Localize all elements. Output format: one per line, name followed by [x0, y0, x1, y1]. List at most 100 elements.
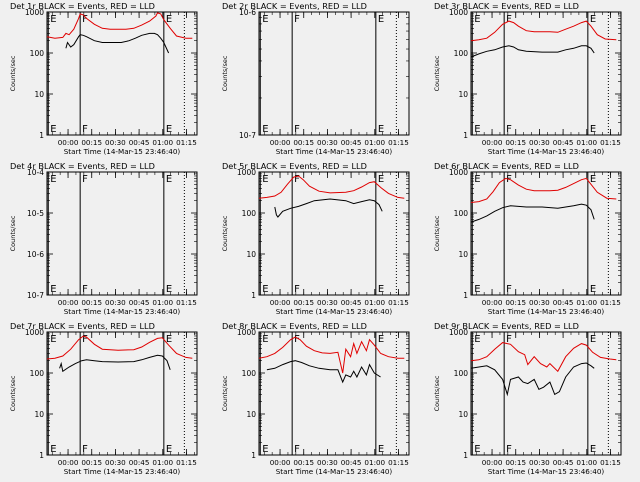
- detector-panel: Det 1r BLACK = Events, RED = LLD 1 10 100 10…: [0, 0, 212, 158]
- y-axis-title: Counts/sec: [433, 55, 441, 91]
- x-tick-label: 00:00: [58, 138, 79, 147]
- marker-label-top: F: [82, 174, 88, 185]
- plot-frame: [258, 331, 410, 456]
- y-tick-label: 1: [463, 451, 468, 460]
- plot-frame: [46, 11, 198, 136]
- marker-label-bottom: F: [294, 284, 300, 295]
- lld-series-line: [470, 342, 617, 373]
- marker-label-bottom: E: [590, 124, 596, 135]
- x-tick-label: 01:15: [600, 458, 621, 467]
- y-tick-label: 1: [463, 131, 468, 140]
- y-tick-label: 10-7: [27, 291, 44, 300]
- x-tick-label: 01:15: [176, 298, 197, 307]
- y-tick-label: 1000: [449, 8, 468, 17]
- detector-chart-svg: Det 1r BLACK = Events, RED = LLD 1 10 100 10…: [9, 1, 198, 156]
- events-series-line: [274, 198, 383, 218]
- y-axis-title: Counts/sec: [221, 375, 229, 411]
- chart-title: Det 9r BLACK = Events, RED = LLD: [434, 321, 579, 331]
- plot-frame: [46, 171, 198, 296]
- x-tick-label: 01:00: [152, 298, 173, 307]
- x-tick-label: 00:30: [317, 138, 338, 147]
- x-tick-label: 00:45: [553, 138, 574, 147]
- marker-label-bottom: F: [294, 124, 300, 135]
- y-tick-label: 10-6: [239, 8, 256, 17]
- detector-panel: Det 8r BLACK = Events, RED = LLD 1 10 100 10…: [212, 320, 424, 478]
- marker-label-bottom: E: [262, 444, 268, 455]
- marker-label-top: E: [378, 334, 384, 345]
- x-tick-label: 00:00: [270, 458, 291, 467]
- plot-frame: [470, 171, 622, 296]
- lld-series-line: [470, 20, 617, 42]
- x-axis-title: Start Time (14-Mar-15 23:46:40): [488, 467, 605, 476]
- y-tick-label: 10: [458, 90, 468, 99]
- marker-label-bottom: E: [378, 284, 384, 295]
- marker-label-bottom: F: [294, 444, 300, 455]
- detector-chart-svg: Det 3r BLACK = Events, RED = LLD 1 10 100 10…: [433, 1, 622, 156]
- y-tick-label: 1: [463, 291, 468, 300]
- x-tick-label: 00:15: [505, 458, 526, 467]
- x-axis-title: Start Time (14-Mar-15 23:46:40): [488, 147, 605, 156]
- x-axis-title: Start Time (14-Mar-15 23:46:40): [276, 307, 393, 316]
- x-axis-title: Start Time (14-Mar-15 23:46:40): [276, 147, 393, 156]
- plot-frame: [470, 11, 622, 136]
- y-axis-title: Counts/sec: [9, 215, 17, 251]
- y-tick-label: 10: [246, 250, 256, 259]
- marker-label-top: F: [294, 174, 300, 185]
- marker-label-top: E: [262, 334, 268, 345]
- y-tick-label: 10: [246, 410, 256, 419]
- marker-label-bottom: F: [506, 444, 512, 455]
- marker-label-bottom: F: [82, 124, 88, 135]
- events-series-line: [470, 362, 595, 397]
- chart-title: Det 5r BLACK = Events, RED = LLD: [222, 161, 367, 171]
- x-tick-label: 00:30: [529, 138, 550, 147]
- marker-label-top: E: [378, 14, 384, 25]
- detector-chart-svg: Det 6r BLACK = Events, RED = LLD 1 10 100 10…: [433, 161, 622, 316]
- detector-chart-svg: Det 5r BLACK = Events, RED = LLD 1 10 100 10…: [221, 161, 410, 316]
- x-tick-label: 00:15: [505, 298, 526, 307]
- marker-label-top: E: [50, 14, 56, 25]
- marker-label-bottom: E: [590, 284, 596, 295]
- lld-series-line: [46, 12, 193, 39]
- lld-series-line: [258, 336, 405, 374]
- marker-label-bottom: E: [474, 284, 480, 295]
- y-tick-label: 10-6: [27, 250, 44, 259]
- x-axis-title: Start Time (14-Mar-15 23:46:40): [488, 307, 605, 316]
- y-tick-label: 1000: [449, 168, 468, 177]
- x-tick-label: 01:15: [600, 138, 621, 147]
- detector-panel: Det 9r BLACK = Events, RED = LLD 1 10 100 10…: [424, 320, 636, 478]
- plot-frame: [258, 171, 410, 296]
- x-tick-label: 00:00: [482, 138, 503, 147]
- x-tick-label: 00:30: [105, 458, 126, 467]
- x-tick-label: 01:00: [576, 458, 597, 467]
- detector-chart-svg: Det 7r BLACK = Events, RED = LLD 1 10 100 10…: [9, 321, 198, 476]
- marker-label-top: F: [506, 14, 512, 25]
- marker-label-bottom: F: [82, 444, 88, 455]
- detector-chart-svg: Det 9r BLACK = Events, RED = LLD 1 10 100 10…: [433, 321, 622, 476]
- marker-label-bottom: E: [378, 124, 384, 135]
- plot-frame: [258, 11, 410, 136]
- x-tick-label: 00:00: [482, 298, 503, 307]
- chart-title: Det 7r BLACK = Events, RED = LLD: [10, 321, 155, 331]
- chart-title: Det 3r BLACK = Events, RED = LLD: [434, 1, 579, 11]
- marker-label-bottom: E: [50, 124, 56, 135]
- marker-label-top: E: [590, 174, 596, 185]
- y-tick-label: 1000: [237, 168, 256, 177]
- x-tick-label: 01:00: [152, 458, 173, 467]
- x-tick-label: 00:15: [81, 138, 102, 147]
- x-tick-label: 00:00: [58, 458, 79, 467]
- marker-label-bottom: E: [166, 444, 172, 455]
- y-axis-title: Counts/sec: [9, 375, 17, 411]
- events-series-line: [266, 360, 381, 384]
- detector-panel: Det 4r BLACK = Events, RED = LLD 10-7 10-6…: [0, 160, 212, 318]
- detector-chart-svg: Det 8r BLACK = Events, RED = LLD 1 10 100 10…: [221, 321, 410, 476]
- y-tick-label: 1000: [25, 328, 44, 337]
- x-tick-label: 00:45: [341, 138, 362, 147]
- detector-panel: Det 6r BLACK = Events, RED = LLD 1 10 100 10…: [424, 160, 636, 318]
- x-axis-title: Start Time (14-Mar-15 23:46:40): [276, 467, 393, 476]
- marker-label-bottom: E: [262, 124, 268, 135]
- x-tick-label: 00:00: [58, 298, 79, 307]
- x-tick-label: 01:15: [600, 298, 621, 307]
- x-tick-label: 01:00: [364, 298, 385, 307]
- y-tick-label: 1000: [237, 328, 256, 337]
